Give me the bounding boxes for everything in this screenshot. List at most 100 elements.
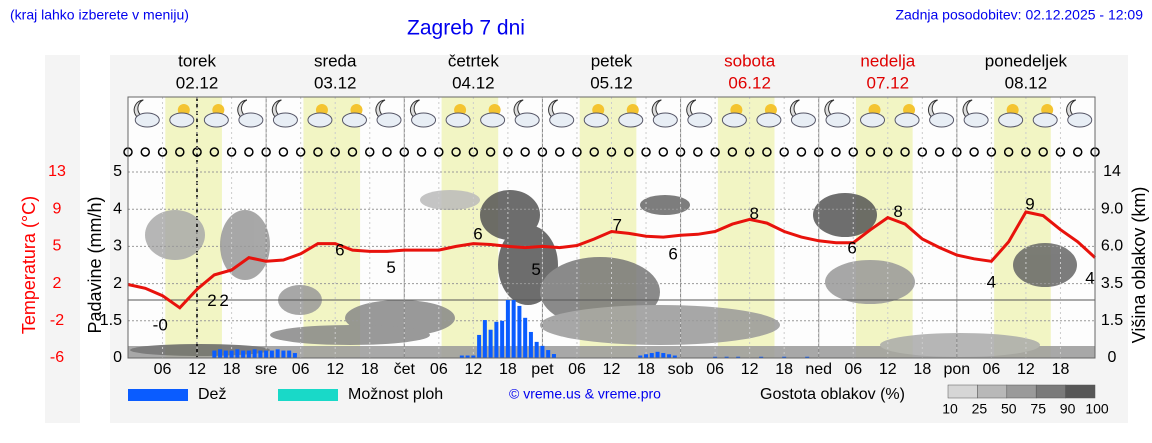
precip-bar: [551, 354, 556, 358]
precip-bar: [505, 299, 510, 358]
precip-bar: [661, 353, 666, 358]
precip-bar: [477, 334, 482, 358]
cloud-legend-label: 10: [942, 401, 958, 417]
day-name: četrtek: [448, 51, 500, 70]
weather-icon: [721, 104, 747, 128]
wind-symbol: [209, 147, 220, 157]
precip-bar: [494, 321, 499, 358]
weather-icon: [548, 99, 575, 128]
temp-tick-label: 13: [48, 163, 66, 180]
cloud: [134, 112, 160, 128]
precip-bar: [287, 350, 292, 358]
wind-symbol: [485, 147, 496, 157]
cloud: [1067, 112, 1093, 128]
x-tick-label: 18: [913, 361, 931, 378]
x-tick-label: čet: [394, 361, 416, 378]
temp-label: 2: [219, 291, 228, 310]
y2-tick-label: 6.0: [1101, 238, 1123, 255]
weather-icon: [307, 104, 333, 128]
cloud: [376, 112, 402, 128]
x-tick-label: 12: [879, 361, 897, 378]
temp-label: 4: [987, 272, 996, 291]
temp-tick-label: 2: [53, 275, 62, 292]
y-tick-label: 2: [113, 275, 122, 292]
wind-symbol: [831, 147, 841, 157]
legend-swatch: [278, 389, 338, 401]
y-tick-label: 3: [113, 238, 122, 255]
wind-symbol: [451, 147, 461, 157]
precip-bar: [269, 350, 274, 358]
precip-bar: [649, 353, 654, 358]
subtitle: (kraj lahko izberete v meniju): [10, 7, 189, 23]
cloud-legend-label: 50: [1001, 401, 1017, 417]
cloud: [307, 112, 333, 128]
day-date: 07.12: [867, 73, 910, 92]
y-tick-label: 4: [113, 200, 122, 217]
y-axis-title: Padavine (mm/h): [85, 196, 105, 333]
daylight-band: [994, 97, 1051, 358]
wind-symbol: [382, 147, 392, 157]
weather-icon: [962, 99, 989, 128]
temp-label: 5: [531, 260, 540, 279]
cloud-legend-label: 25: [972, 401, 988, 417]
weather-icon: [618, 104, 644, 128]
temp-tick-label: 9: [53, 200, 62, 217]
y2-tick-label: 0: [1108, 349, 1117, 366]
precip-bar: [241, 350, 246, 358]
cloud-legend-swatch: [1006, 384, 1037, 399]
cloud: [963, 112, 989, 128]
x-tick-label: 06: [844, 361, 862, 378]
update-time: Zadnja posodobitev: 02.12.2025 - 12:09: [895, 7, 1143, 23]
x-tick-label: 12: [464, 361, 482, 378]
x-tick-label: 12: [188, 361, 206, 378]
temp-label: -0: [153, 316, 168, 335]
temp-label: 2: [207, 291, 216, 310]
cloud-legend-label: 100: [1085, 401, 1109, 417]
day-name: sobota: [724, 51, 776, 70]
cloud: [514, 112, 540, 128]
weather-icon: [824, 99, 851, 128]
precip-bar: [258, 350, 263, 358]
precip-bar: [782, 356, 787, 358]
cloud-legend-label: 75: [1030, 401, 1046, 417]
cloud: [756, 112, 782, 128]
cloud: [341, 112, 367, 128]
precip-bar: [546, 350, 551, 358]
cloud: [894, 112, 920, 128]
temp-label: 7: [613, 215, 622, 234]
temp-label: 6: [668, 245, 677, 264]
weather-icon: [583, 104, 609, 128]
legend-label: Dež: [198, 386, 226, 403]
wind-symbol: [347, 147, 358, 157]
precip-bar: [465, 355, 470, 358]
cloud: [445, 112, 471, 128]
precip-bar: [459, 355, 464, 358]
x-tick-label: 06: [568, 361, 586, 378]
wind-symbol: [624, 147, 634, 157]
cloud: [790, 112, 816, 128]
precip-bar: [264, 350, 269, 358]
precip-bar: [500, 320, 505, 358]
wind-symbol: [796, 147, 807, 157]
precip-bar: [644, 354, 649, 358]
cloud: [480, 112, 506, 128]
temp-tick-label: -2: [50, 312, 64, 329]
y2-tick-label: 1.5: [1101, 312, 1123, 329]
day-date: 08.12: [1005, 73, 1048, 92]
precip-bar: [246, 350, 251, 358]
cloud: [583, 112, 609, 128]
precip-bar: [759, 356, 764, 358]
y2-tick-label: 9.0: [1101, 200, 1123, 217]
precip-bar: [212, 350, 217, 358]
precip-bar: [517, 305, 522, 358]
wind-symbol: [900, 147, 910, 157]
wind-symbol: [934, 147, 945, 157]
legend-label: Možnost ploh: [348, 386, 443, 403]
weather-icon: [998, 104, 1024, 128]
weather-icon: [756, 104, 782, 128]
day-date: 03.12: [314, 73, 357, 92]
wind-symbol: [589, 147, 599, 157]
cloud: [825, 112, 851, 128]
cloud: [169, 112, 195, 128]
y-tick-label: 5: [113, 163, 122, 180]
